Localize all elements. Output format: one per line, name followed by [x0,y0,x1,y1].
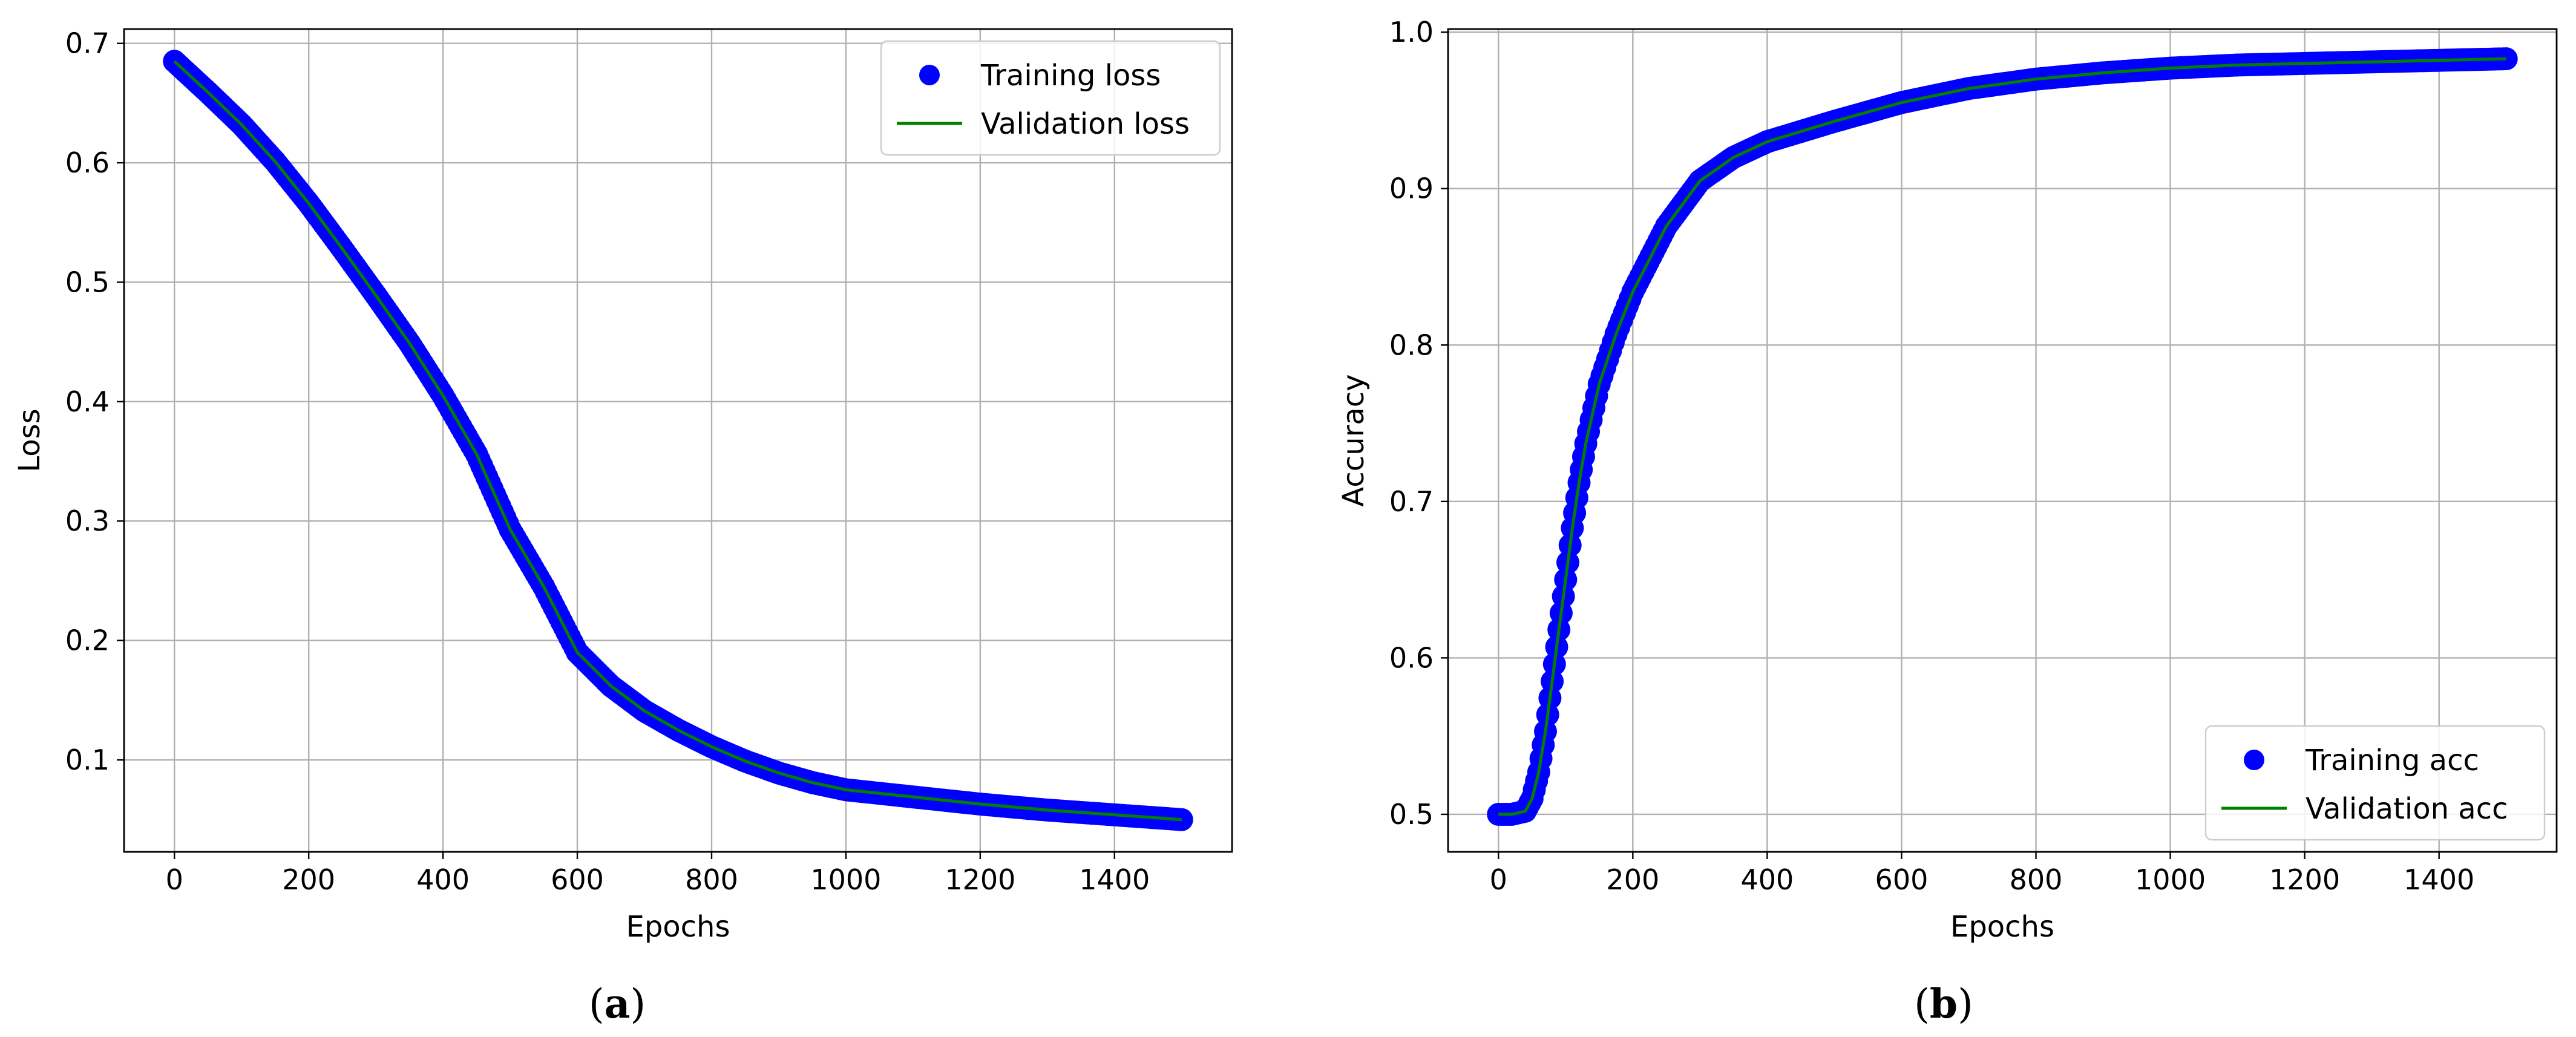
legend-marker-icon [919,65,940,85]
legend: Training loss Validation loss [880,40,1221,156]
caption-letter: b [1930,980,1958,1027]
caption-close-paren: ) [630,981,646,1027]
x-axis-label: Epochs [626,910,730,944]
y-tick-label: 0.7 [65,27,110,60]
y-tick-label: 0.8 [1389,329,1434,361]
x-tick-label: 1200 [2269,863,2340,896]
x-axis-label: Epochs [1950,910,2054,944]
data-point [2494,47,2518,71]
x-tick-label: 1200 [945,863,1015,896]
y-axis-label: Loss [13,408,47,472]
y-tick-label: 0.1 [65,744,110,776]
y-tick-label: 0.6 [1389,641,1434,674]
panel-b: 0 200 400 600 800 1000 1200 1400 0.5 0.6 0.7 0.8 0.9… [1337,16,2558,1027]
legend-entry-label: Validation acc [2306,792,2508,826]
caption-open-paren: ( [1914,981,1930,1027]
plot-frame [123,28,1233,853]
x-tick-label: 200 [1606,863,1659,896]
x-tick-label: 0 [1490,863,1507,896]
legend-box [2204,725,2546,841]
x-tick-label: 600 [1875,863,1929,896]
y-axis-label: Accuracy [1337,374,1371,506]
y-tick-label: 0.5 [1389,798,1434,831]
y-tick-label: 0.3 [65,505,110,537]
x-tick-label: 400 [416,863,470,896]
caption-close-paren: ) [1958,981,1973,1027]
legend-entry-label: Training loss [980,59,1161,93]
y-tick-label: 1.0 [1389,16,1434,48]
caption-open-paren: ( [589,981,605,1027]
legend: Training acc Validation acc [2204,725,2546,841]
x-tick-label: 800 [685,863,738,896]
x-tick-label: 0 [166,863,183,896]
series-line-1 [1498,57,2506,816]
y-tick-label: 0.9 [1389,172,1434,205]
series-markers-0 [1487,47,2518,826]
panel-caption: (a) [589,980,646,1027]
y-tick-label: 0.6 [65,146,110,179]
legend-entry-label: Training acc [2305,744,2479,777]
y-tick-label: 0.4 [65,385,110,418]
x-tick-label: 400 [1740,863,1794,896]
x-tick-label: 1000 [2135,863,2206,896]
legend-marker-icon [2244,750,2264,770]
caption-letter: a [605,980,631,1027]
y-tick-label: 0.2 [65,624,110,657]
x-tick-label: 200 [282,863,335,896]
x-tick-label: 1400 [2404,863,2474,896]
panel-caption: (b) [1914,980,1973,1027]
plot-frame [1447,28,2558,853]
x-tick-label: 800 [2010,863,2063,896]
panel-a: 0 200 400 600 800 1000 1200 1400 0.1 0.2 0.3 0.4 0.5… [13,27,1233,1027]
x-tick-label: 600 [551,863,604,896]
legend-box [880,40,1221,156]
x-tick-label: 1000 [810,863,881,896]
y-tick-label: 0.5 [65,266,110,298]
y-tick-label: 0.7 [1389,485,1434,518]
series-line-1 [173,60,1182,822]
x-tick-label: 1400 [1079,863,1150,896]
legend-entry-label: Validation loss [981,107,1190,141]
